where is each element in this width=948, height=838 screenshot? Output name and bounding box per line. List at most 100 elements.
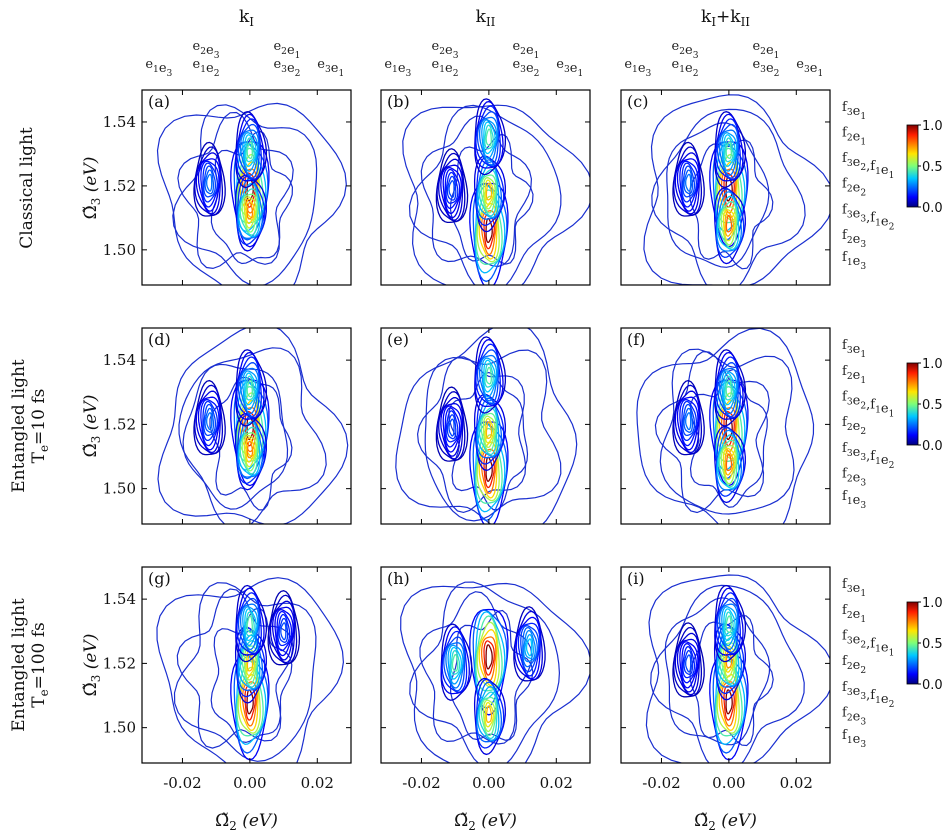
transition-label: f2e3 [842, 706, 866, 728]
transition-label: f3e3,f1e2 [842, 680, 894, 710]
contour-level [485, 366, 492, 385]
contour-level [438, 397, 464, 460]
panel-c: (c) [620, 89, 831, 286]
contour-level [480, 174, 497, 214]
transition-label: e3e1 [317, 57, 344, 79]
contour-level [438, 158, 464, 221]
contour-level [715, 356, 741, 419]
colorbar: 1.0 0.5 0.0 [906, 596, 943, 693]
transition-label: e2e1 [512, 39, 539, 61]
contour-level [242, 606, 259, 646]
contour-level [276, 610, 293, 652]
contour-level [202, 400, 219, 442]
contour-level [445, 171, 459, 204]
contour-level [244, 608, 257, 642]
contour-level [522, 626, 538, 668]
contour-level [484, 362, 494, 388]
transition-label: f2e2 [842, 177, 866, 199]
contour-level [442, 166, 462, 214]
contour-level [237, 597, 261, 654]
contour-level [723, 134, 736, 167]
contour-level [674, 390, 701, 454]
x-axis-label: Ω̃2 (eV) [454, 811, 517, 833]
panel-frame [380, 327, 591, 525]
x-tick-label: -0.02 [642, 774, 680, 792]
contour-level [484, 417, 495, 444]
contour-level [484, 124, 494, 150]
x-tick-label: 0.02 [540, 774, 573, 792]
contour-outer [449, 133, 534, 265]
contour-level [482, 415, 496, 449]
transition-label: f3e3,f1e2 [842, 202, 894, 232]
panel-e: (e) [380, 327, 591, 525]
y-tick-label: 1.54 [103, 113, 136, 131]
contour-level [277, 613, 291, 647]
contour-outer [178, 347, 327, 524]
contour-level [236, 118, 262, 181]
svg-text:Te=10 fs: Te=10 fs [29, 389, 51, 464]
contour-outer [449, 609, 534, 741]
transition-label: f1e3 [842, 728, 866, 750]
contour-level [194, 384, 224, 455]
row-label: Entangled light Te=10 fs [9, 359, 51, 493]
contour-level [206, 412, 213, 431]
contour-level [525, 638, 533, 657]
y-axis-label: Ω̃3 (eV) [81, 157, 103, 220]
panel-label: (h) [387, 569, 410, 588]
contour-level [681, 400, 698, 442]
panel-label: (b) [387, 92, 410, 111]
contour-level [236, 592, 262, 655]
x-tick-label: 0.00 [233, 774, 266, 792]
contour-level [721, 370, 738, 411]
panel-frame [620, 89, 831, 286]
contour-level [724, 211, 735, 237]
contour-level [718, 603, 739, 651]
contour-level [716, 362, 740, 418]
contour-level [476, 349, 500, 405]
panel-label: (i) [627, 569, 645, 588]
contour-level [523, 629, 536, 663]
contour-level [674, 152, 701, 215]
contour-level [676, 396, 700, 451]
y-axis-label: Ω̃3 (eV) [81, 395, 103, 458]
x-axis-label: Ω̃2 (eV) [215, 811, 278, 833]
contour-outer [409, 581, 561, 763]
y-tick-label: 1.50 [103, 480, 136, 498]
contour-level [440, 402, 463, 457]
contour-level [480, 636, 497, 682]
contour-level [197, 158, 221, 212]
contour-level [195, 390, 222, 454]
contour-level [723, 372, 736, 406]
transition-label: f3e1 [842, 100, 866, 122]
contour-level [682, 165, 696, 198]
contour-level [444, 168, 461, 209]
contour-outer [209, 376, 293, 511]
transition-label: e3e1 [556, 57, 583, 79]
contour-level [485, 217, 493, 244]
contour-level [442, 405, 462, 453]
contour-level [716, 123, 740, 179]
colorbars: 1.0 0.5 0.0 1.0 0.5 0.0 1.0 0.5 0.0 [906, 119, 943, 693]
x-tick-label: -0.02 [163, 774, 201, 792]
contour-level [246, 653, 254, 672]
colorbar-tick: 0.0 [922, 678, 943, 693]
contour-level [484, 701, 495, 728]
contour-level [480, 448, 497, 494]
contour-level [448, 180, 455, 199]
contour-level [473, 155, 506, 233]
contour-level [725, 453, 733, 472]
contour-level [478, 691, 498, 740]
x-tick-label: 0.00 [472, 774, 505, 792]
contour-level [724, 611, 734, 637]
contour-level [681, 162, 698, 203]
contour-level [722, 209, 736, 242]
panel-a: 1.50 1.52 1.54 (a) [103, 89, 352, 286]
contour-outer [400, 582, 590, 763]
contour-level [683, 650, 694, 676]
contour-level [723, 608, 736, 642]
contour-level [246, 615, 253, 634]
contour-level [244, 134, 257, 167]
contour-level [246, 689, 254, 715]
contour-level [246, 379, 253, 398]
